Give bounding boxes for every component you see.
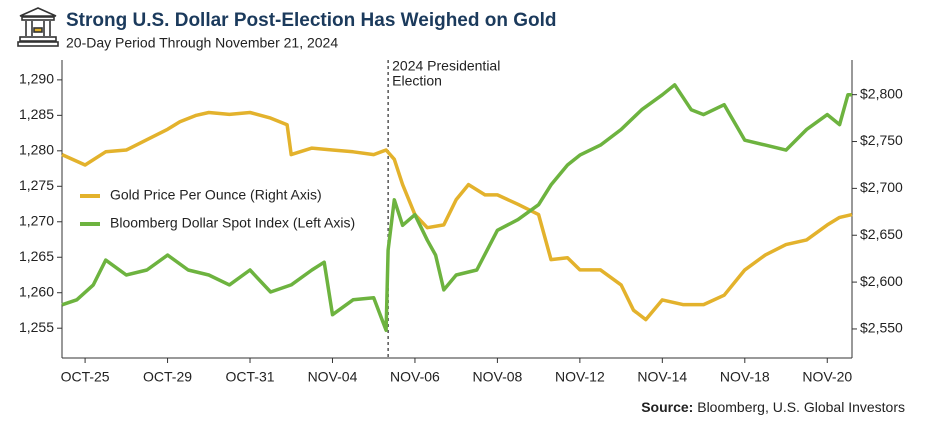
bank-icon: [17, 7, 59, 47]
annotation: Election: [392, 73, 442, 89]
x-tick-label: OCT-31: [226, 369, 275, 385]
y-tick-label: 1,280: [19, 142, 54, 158]
y-tick-label: 1,275: [19, 177, 54, 193]
y-tick-label: 1,255: [19, 319, 54, 335]
x-tick-label: NOV-20: [802, 369, 852, 385]
source-label: Source:: [641, 399, 693, 415]
x-tick-label: NOV-04: [308, 369, 358, 385]
x-tick-label: NOV-14: [637, 369, 687, 385]
x-tick-label: NOV-08: [473, 369, 523, 385]
y-tick-label: 1,260: [19, 283, 54, 299]
legend-label: Bloomberg Dollar Spot Index (Left Axis): [110, 215, 355, 231]
y2-tick-label: $2,650: [860, 226, 903, 242]
y-tick-label: 1,270: [19, 212, 54, 228]
x-tick-label: OCT-29: [143, 369, 192, 385]
x-tick-label: NOV-12: [555, 369, 605, 385]
y2-tick-label: $2,600: [860, 273, 903, 289]
y2-tick-label: $2,700: [860, 179, 903, 195]
series-line: [61, 83, 852, 333]
x-tick-label: NOV-06: [390, 369, 440, 385]
legend-label: Gold Price Per Ounce (Right Axis): [110, 187, 322, 203]
source-text: Bloomberg, U.S. Global Investors: [697, 399, 905, 415]
x-tick-label: NOV-18: [720, 369, 770, 385]
y2-tick-label: $2,550: [860, 320, 903, 336]
y-tick-label: 1,290: [19, 71, 54, 87]
annotation: 2024 Presidential: [392, 58, 500, 74]
y-tick-label: 1,285: [19, 106, 54, 122]
chart-title: Strong U.S. Dollar Post-Election Has Wei…: [66, 10, 557, 31]
chart-subtitle: 20-Day Period Through November 21, 2024: [66, 35, 338, 51]
y-tick-label: 1,265: [19, 248, 54, 264]
series-line: [61, 110, 853, 322]
source: Source: Bloomberg, U.S. Global Investors: [641, 399, 905, 415]
y2-tick-label: $2,750: [860, 132, 903, 148]
x-tick-label: OCT-25: [61, 369, 110, 385]
y2-tick-label: $2,800: [860, 85, 903, 101]
